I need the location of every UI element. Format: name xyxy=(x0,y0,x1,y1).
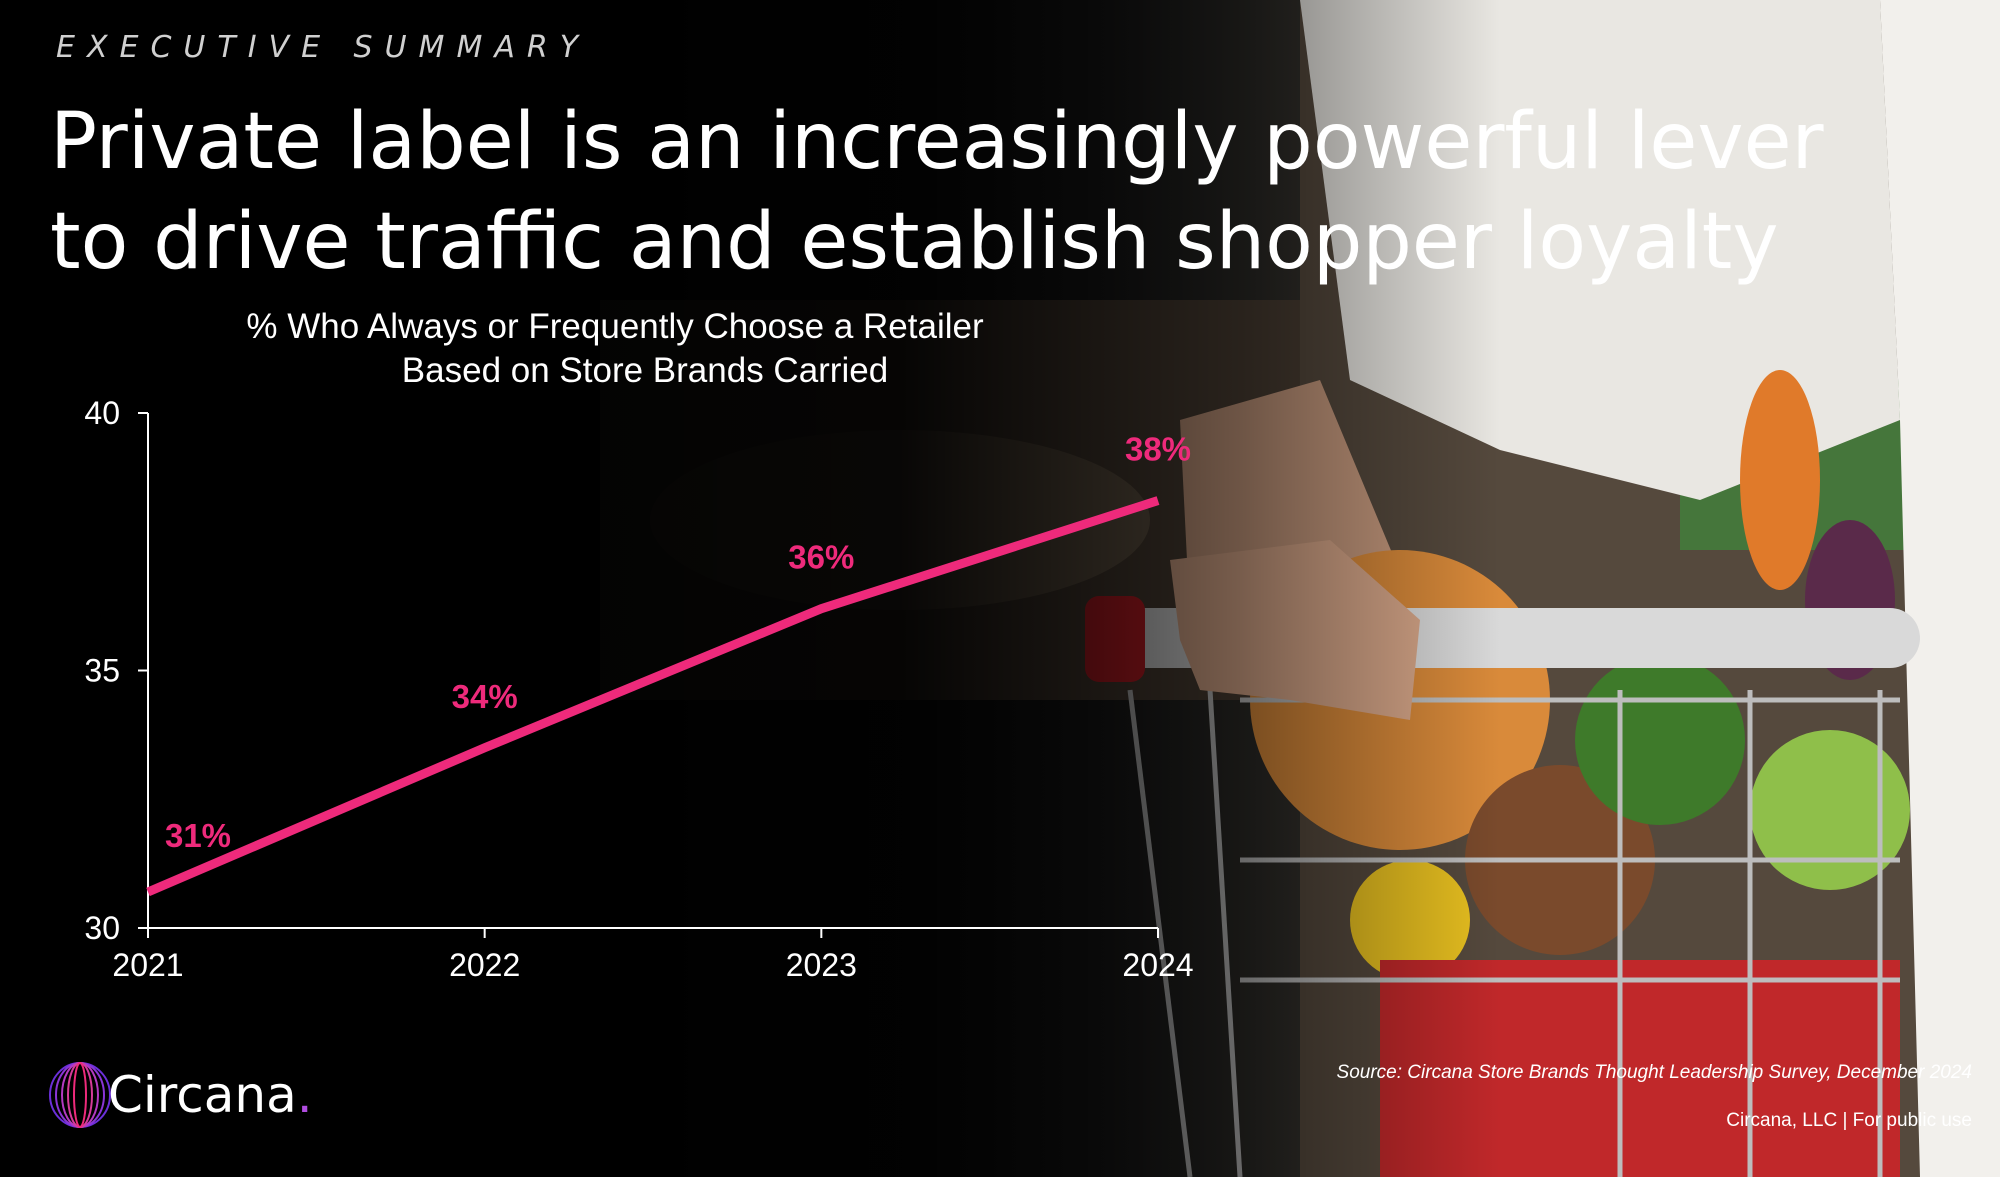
x-tick-label: 2024 xyxy=(1122,947,1193,983)
x-tick-label: 2023 xyxy=(786,947,857,983)
logo-dot: . xyxy=(296,1066,313,1124)
source-note: Source: Circana Store Brands Thought Lea… xyxy=(1336,1062,1972,1083)
series-line xyxy=(146,496,1160,897)
data-label: 36% xyxy=(788,539,854,576)
data-label: 31% xyxy=(165,817,231,854)
headline-line-2: to drive traffic and establish shopper l… xyxy=(50,197,1779,287)
logo: Circana. xyxy=(44,1060,313,1130)
eyebrow: EXECUTIVE SUMMARY xyxy=(56,30,591,65)
y-tick-label: 30 xyxy=(84,910,120,946)
y-tick-label: 40 xyxy=(84,395,120,431)
x-tick-label: 2022 xyxy=(449,947,520,983)
x-tick-label: 2021 xyxy=(112,947,183,983)
chart-title-line-2: Based on Store Brands Carried xyxy=(402,351,888,390)
headline: Private label is an increasingly powerfu… xyxy=(50,92,1950,292)
data-label: 34% xyxy=(452,678,518,715)
data-label: 38% xyxy=(1125,431,1191,468)
circana-swirl-icon xyxy=(49,1062,111,1128)
headline-line-1: Private label is an increasingly powerfu… xyxy=(50,97,1824,187)
chart-marks: 31% 34% 36% 38% xyxy=(146,431,1191,897)
chart-title-line-1: % Who Always or Frequently Choose a Reta… xyxy=(246,307,984,346)
footer-note: Circana, LLC | For public use xyxy=(1726,1110,1972,1131)
y-tick-label: 35 xyxy=(84,653,120,689)
logo-text: Circana xyxy=(108,1066,297,1124)
chart-axes: 30 35 40 2021 2022 2023 2024 xyxy=(84,395,1193,983)
